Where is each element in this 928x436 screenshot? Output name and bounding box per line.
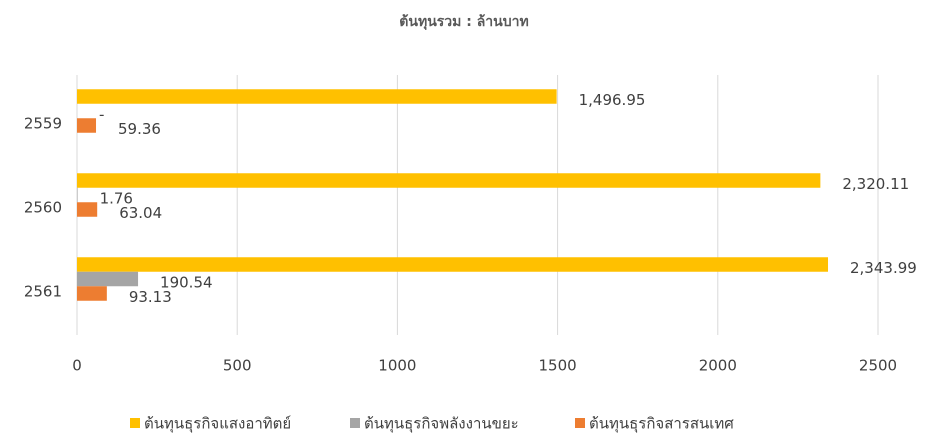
legend-swatch	[575, 418, 585, 428]
legend-label: ต้นทุนธุรกิจสารสนเทศ	[589, 415, 734, 434]
legend-label: ต้นทุนธุรกิจพลังงานขยะ	[364, 415, 519, 434]
y-tick-label: 2561	[24, 283, 62, 301]
data-label: 1.76	[100, 190, 133, 208]
bar	[77, 257, 829, 272]
bar	[77, 286, 107, 301]
x-tick-label: 0	[72, 357, 82, 375]
x-tick-label: 2500	[859, 357, 897, 375]
bar	[77, 118, 97, 133]
data-label: 93.13	[129, 288, 172, 306]
y-tick-label: 2560	[24, 199, 62, 217]
data-label: 63.04	[119, 204, 162, 222]
chart-title: ต้นทุนรวม : ล้านบาท	[399, 14, 528, 30]
x-tick-label: 500	[223, 357, 252, 375]
bar	[77, 202, 98, 217]
legend-swatch	[350, 418, 360, 428]
data-label: -	[99, 106, 104, 124]
x-tick-label: 2000	[699, 357, 737, 375]
x-tick-label: 1000	[378, 357, 416, 375]
data-label: 59.36	[118, 120, 161, 138]
bar	[77, 89, 557, 104]
data-label: 2,320.11	[842, 175, 909, 193]
data-label: 190.54	[160, 274, 213, 292]
data-label: 2,343.99	[850, 259, 917, 277]
bar	[77, 187, 78, 203]
data-label: 1,496.95	[579, 91, 646, 109]
legend-swatch	[130, 418, 140, 428]
bar	[77, 173, 821, 188]
legend-label: ต้นทุนธุรกิจแสงอาทิตย์	[144, 415, 291, 434]
x-tick-label: 1500	[539, 357, 577, 375]
y-tick-label: 2559	[24, 115, 62, 133]
bar	[77, 271, 139, 287]
